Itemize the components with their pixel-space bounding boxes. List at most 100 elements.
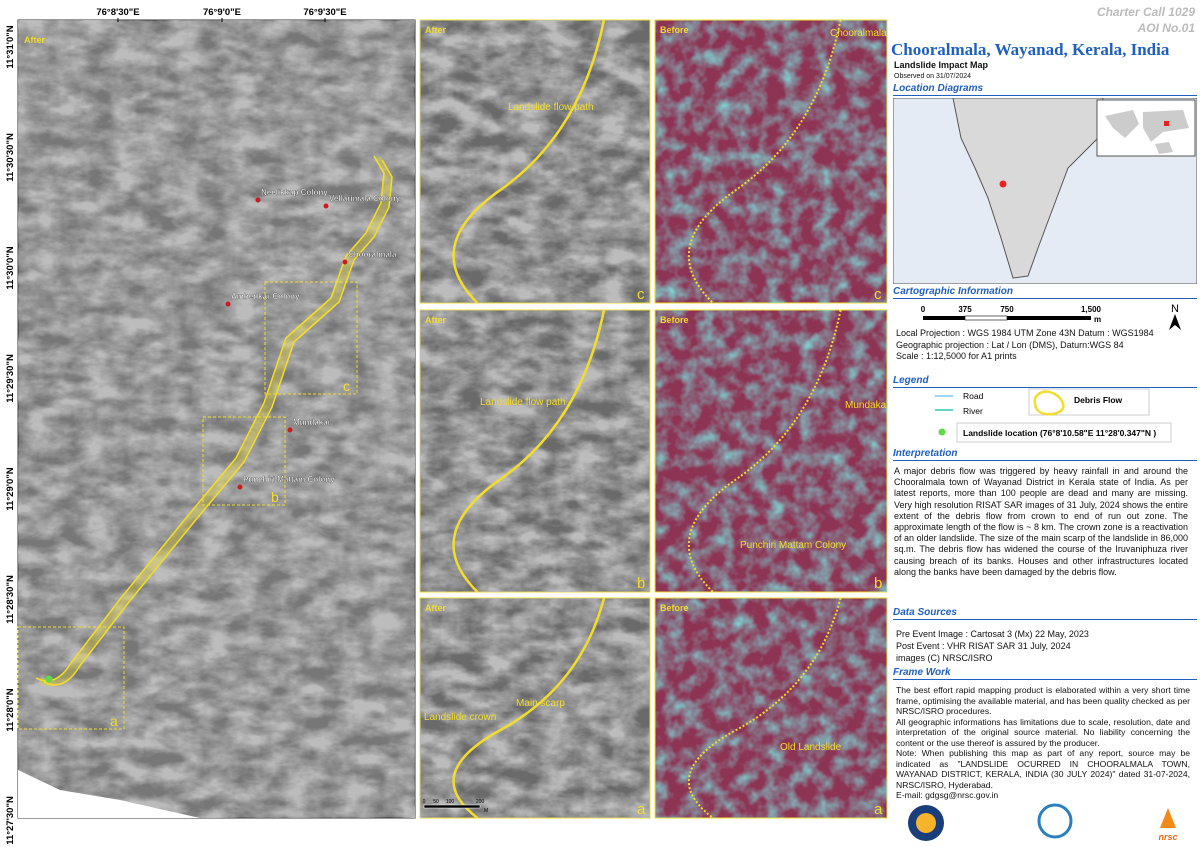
frame-paragraph: E-mail: gdgsg@nrsc.gov.in bbox=[896, 790, 999, 800]
scale-segment bbox=[1007, 316, 1091, 320]
north-arrow bbox=[1169, 314, 1181, 330]
projection: Local Projection : WGS 1984 UTM Zone 43N… bbox=[896, 328, 1200, 363]
frame-paragraph: Note: When publishing this map as part o… bbox=[896, 748, 1190, 790]
panel-image bbox=[655, 20, 887, 303]
place-label: Punchiri Mattam Colony bbox=[243, 475, 335, 484]
section-heading: Interpretation bbox=[893, 448, 1197, 461]
scale-label: 50 bbox=[433, 799, 439, 805]
scale-label: 0 bbox=[423, 799, 426, 805]
nrsc-text: nrsc bbox=[1158, 832, 1177, 842]
place-label: Neelikkap Colony bbox=[261, 188, 328, 197]
y-tick-label: 11°29'0"N bbox=[5, 467, 16, 510]
panel-label: Before bbox=[660, 25, 689, 35]
landslide-swatch bbox=[938, 428, 946, 436]
legend-box bbox=[1028, 388, 1150, 416]
projection-line: Local Projection : WGS 1984 UTM Zone 43N… bbox=[896, 328, 1154, 338]
image-label: After bbox=[24, 35, 45, 45]
section-heading: Frame Work bbox=[893, 667, 1197, 680]
y-tick-label: 11°28'30"N bbox=[5, 575, 16, 624]
annotation: Punchiri Mattam Colony bbox=[740, 540, 846, 551]
panel-label: Before bbox=[660, 315, 689, 325]
place-label: Vellarimala Colony bbox=[329, 194, 401, 203]
isro-logo-inner bbox=[916, 813, 936, 833]
debris-flow bbox=[43, 159, 393, 686]
scale-label: 0 bbox=[921, 305, 926, 314]
scale-label: 100 bbox=[446, 799, 455, 805]
nrsc-mark bbox=[1160, 808, 1176, 828]
interpretation-text: A major debris flow was triggered by hea… bbox=[894, 466, 1188, 577]
scale-segment bbox=[964, 315, 1008, 321]
annotation: Landslide flow path bbox=[480, 397, 566, 408]
debris-flow bbox=[687, 309, 842, 593]
annotation: Landslide flow path bbox=[508, 102, 594, 113]
place-marker bbox=[237, 484, 243, 490]
annotation: Mundakai bbox=[845, 400, 888, 411]
legend: Road River Debris Flow Landslide locatio… bbox=[935, 388, 1172, 443]
place-marker bbox=[255, 197, 261, 203]
place-label: Chooralmala bbox=[348, 250, 397, 259]
inset-frame bbox=[202, 416, 286, 506]
legend-label: Landslide location (76°8'10.58"E 11°28'0… bbox=[963, 428, 1156, 438]
scale-label: 1,500 bbox=[1081, 305, 1102, 314]
aoi-point bbox=[999, 180, 1007, 188]
inset-letter: b bbox=[271, 489, 279, 505]
debris-swatch bbox=[1033, 390, 1065, 416]
legend-box bbox=[956, 422, 1172, 443]
place-label: Mundakai bbox=[293, 418, 330, 427]
panel-letter: c bbox=[874, 286, 882, 303]
section-heading: Location Diagrams bbox=[893, 83, 1197, 96]
section-heading: Cartographic Information bbox=[893, 286, 1197, 299]
projection-line: Geographic projection : Lat / Lon (DMS),… bbox=[896, 339, 1124, 350]
y-tick-label: 11°30'30"N bbox=[5, 133, 16, 182]
scale-label: 375 bbox=[958, 305, 972, 314]
projection-line: Scale : 1:12,5000 for A1 prints bbox=[896, 351, 1017, 361]
panel-label: After bbox=[425, 25, 446, 35]
inset-frame bbox=[264, 281, 358, 395]
frame-paragraph: All geographic informations has limitati… bbox=[896, 716, 1190, 748]
legend-label: River bbox=[963, 406, 983, 416]
aoi: AOI No.01 bbox=[1137, 21, 1195, 35]
inset-letter: a bbox=[110, 713, 118, 729]
data-sources: Pre Event Image : Cartosat 3 (Mx) 22 May… bbox=[896, 628, 1200, 664]
scale-label: 200 bbox=[476, 799, 485, 805]
charter: Charter Call 1029 bbox=[1096, 5, 1195, 19]
annotation: Landslide crown bbox=[424, 712, 496, 723]
scale-unit: m bbox=[1094, 315, 1101, 324]
landslide-location bbox=[45, 675, 53, 683]
y-tick-label: 11°27'30"N bbox=[5, 796, 16, 845]
y-tick-label: 11°30'0"N bbox=[5, 246, 16, 289]
north-label: N bbox=[1171, 303, 1179, 315]
debris-flow bbox=[687, 19, 842, 304]
scale-segment bbox=[923, 316, 965, 320]
panel-label: After bbox=[425, 315, 446, 325]
panel-letter: a bbox=[874, 801, 883, 818]
annotation: Main scarp bbox=[516, 698, 565, 709]
subtitle: Landslide Impact Map bbox=[894, 60, 989, 70]
inset-frame bbox=[17, 626, 125, 730]
frame-work: The best effort rapid mapping product is… bbox=[896, 685, 1190, 801]
section-heading: Data Sources bbox=[893, 607, 1197, 620]
charter-box: Charter Call 1029 AOI No.01 bbox=[1070, 4, 1195, 36]
x-tick-label: 76°9'30"E bbox=[303, 7, 346, 18]
place-marker bbox=[287, 427, 293, 433]
debris-flow bbox=[452, 19, 606, 304]
legend-label: Debris Flow bbox=[1074, 395, 1123, 405]
source-line: Post Event : VHR RISAT SAR 31 July, 2024 bbox=[896, 641, 1071, 651]
logos: nrsc bbox=[908, 803, 1178, 842]
main-map-image bbox=[18, 20, 415, 818]
annotation: Chooralmala bbox=[830, 28, 887, 39]
y-tick-label: 11°29'30"N bbox=[5, 354, 16, 403]
annotation: Old Landslide bbox=[780, 742, 842, 753]
frame-paragraph: The best effort rapid mapping product is… bbox=[896, 685, 1190, 716]
panel-letter: b bbox=[637, 575, 645, 592]
place-marker bbox=[342, 259, 348, 265]
place-marker bbox=[323, 203, 329, 209]
panel-label: After bbox=[425, 603, 446, 613]
source-line: images (C) NRSC/ISRO bbox=[896, 653, 993, 663]
panel-letter: c bbox=[637, 286, 645, 303]
x-tick-label: 76°9'0"E bbox=[203, 7, 241, 18]
y-tick-label: 11°28'0"N bbox=[5, 688, 16, 731]
map-sheet: After 76°8'30"E 76°9'0"E 76°9'30"E 11°31'0"N… bbox=[5, 7, 888, 845]
